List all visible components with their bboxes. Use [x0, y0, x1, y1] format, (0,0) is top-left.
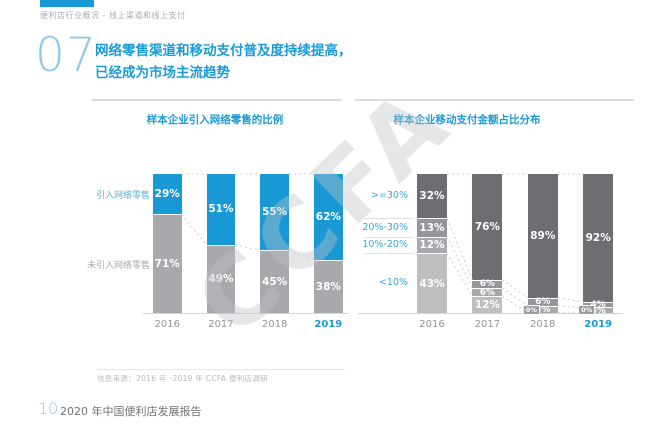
bar-value-label: 13% — [419, 222, 445, 234]
bar-segment: 76% — [472, 174, 503, 280]
bar-segment: 13% — [417, 218, 447, 237]
page-title: 网络零售渠道和移动支付普及度持续提高， 已经成为市场主流趋势 — [95, 41, 352, 84]
x-axis-label: 2016 — [154, 319, 180, 330]
bar-segment: 92% — [583, 174, 614, 302]
bar-value-label: 76% — [474, 220, 500, 233]
x-axis-label: 2019 — [314, 319, 343, 330]
bar-value-label: 6% — [479, 287, 496, 298]
bar-segment: 4% — [583, 305, 614, 316]
bar-value-label: 55% — [262, 206, 288, 219]
x-axis-label: 2016 — [419, 319, 445, 330]
bar-segment: 6% — [472, 279, 503, 290]
bar-value-zero-callout: 0% — [522, 305, 540, 315]
section-number: 07 — [35, 28, 97, 83]
bar-segment: 71% — [153, 214, 182, 313]
series-label: >=30% — [370, 190, 408, 202]
page-number: 10 — [38, 399, 59, 418]
bar-segment: 12% — [417, 236, 447, 254]
bar-value-label: 12% — [419, 239, 445, 252]
bar-value-label: 12% — [474, 299, 500, 312]
bar-value-label: 4% — [590, 300, 606, 311]
source-divider — [97, 369, 345, 370]
footer-title: 2020 年中国便利店发展报告 — [60, 405, 202, 418]
page-title-line-1: 网络零售渠道和移动支付普及度持续提高， — [95, 43, 352, 59]
bar-value-label: 5% — [535, 305, 551, 316]
bar-segment: 12% — [472, 296, 503, 313]
bar-segment: 6% — [527, 297, 558, 308]
bar-segment: 49% — [206, 244, 236, 313]
series-label: 10%-20% — [362, 238, 408, 250]
bar-value-label: 6% — [535, 297, 551, 308]
bar-value-label: 71% — [154, 258, 180, 271]
bar-value-label: 62% — [315, 211, 341, 224]
bar-segment: 62% — [314, 174, 343, 261]
x-axis-label: 2018 — [261, 319, 288, 330]
right-chart-divider — [355, 99, 634, 101]
page-title-line-2: 已经成为市场主流趋势 — [95, 64, 230, 81]
left-chart-divider — [92, 99, 342, 101]
x-axis-line — [143, 313, 349, 314]
series-label: <10% — [378, 277, 408, 289]
x-axis-label: 2017 — [208, 319, 234, 330]
bar-value-label: 89% — [530, 229, 556, 242]
bar-segment: 55% — [260, 174, 289, 251]
x-axis-line — [358, 313, 623, 314]
label-divider-line — [364, 253, 414, 255]
bar-value-zero-callout: 0% — [578, 305, 596, 315]
bar-segment: 6% — [472, 287, 503, 298]
bar-segment: 51% — [206, 174, 236, 245]
top-accent-bar — [40, 0, 94, 7]
bar-segment: 29% — [153, 174, 182, 215]
series-label: 未引入网络零售 — [86, 260, 150, 271]
bar-value-label: 38% — [315, 281, 341, 294]
bar-value-label: 4% — [590, 305, 606, 316]
bar-value-label: 32% — [419, 190, 445, 203]
series-label: 引入网络零售 — [95, 191, 150, 202]
bar-segment: 38% — [314, 260, 343, 313]
x-axis-label: 2018 — [530, 319, 556, 330]
x-axis-label: 2019 — [584, 319, 613, 330]
bar-value-label: 43% — [419, 277, 445, 290]
label-divider-line — [364, 236, 414, 238]
chart-title-online-retail: 样本企业引入网络零售的比例 — [146, 114, 284, 126]
chart-title-mobile-payment: 样本企业移动支付金额占比分布 — [393, 114, 541, 126]
label-divider-line — [364, 218, 414, 220]
source-note: 信息来源：2016 年 -2019 年 CCFA 便利店调研 — [97, 374, 269, 383]
bar-value-label: 6% — [479, 279, 496, 290]
bar-value-label: 51% — [208, 203, 234, 216]
bar-value-label: 45% — [262, 276, 288, 289]
bar-segment: 5% — [527, 305, 558, 316]
breadcrumb: 便利店行业概况 - 线上渠道和线上支付 — [40, 11, 186, 20]
bar-segment: 32% — [417, 174, 447, 219]
bar-segment: 4% — [583, 300, 614, 311]
bar-segment: 45% — [260, 250, 289, 313]
bar-segment: 43% — [417, 253, 447, 313]
bar-value-label: 49% — [208, 273, 234, 286]
series-label: 20%-30% — [362, 221, 408, 233]
bar-value-label: 29% — [154, 188, 180, 201]
bar-segment: 89% — [527, 174, 558, 298]
bar-value-label: 92% — [585, 231, 611, 244]
x-axis-label: 2017 — [474, 319, 501, 330]
